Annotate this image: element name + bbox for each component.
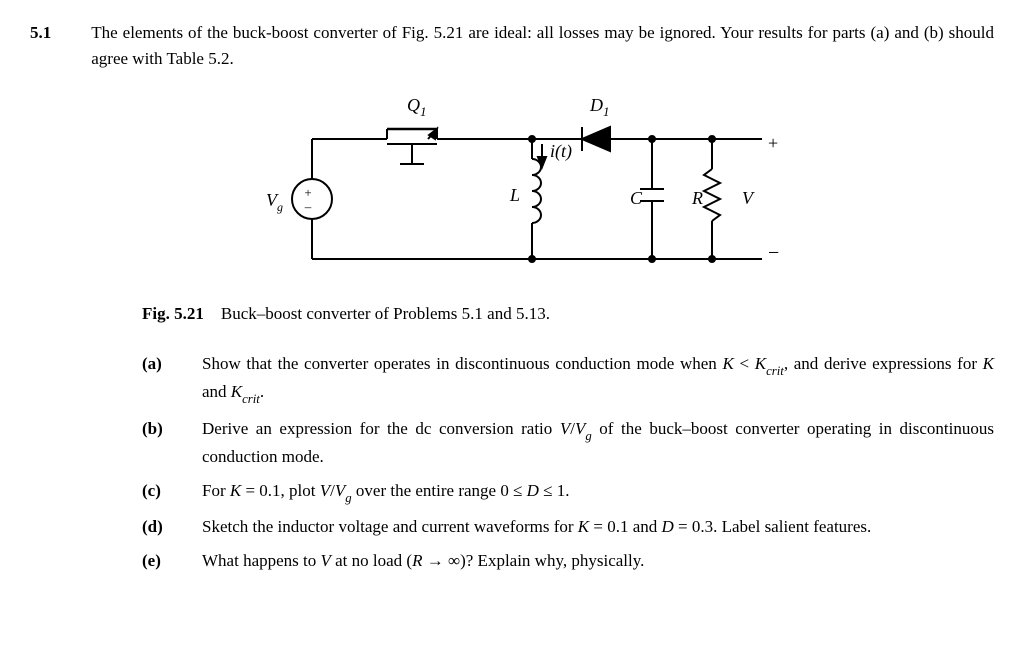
part-b-label: (b) (142, 416, 170, 470)
circuit-figure: Q1 D1 Vg + – i(t) L C R V + − (30, 89, 994, 289)
figure-caption-prefix: Fig. 5.21 (142, 304, 204, 323)
svg-text:i(t): i(t) (550, 141, 572, 162)
part-e: (e) What happens to V at no load (R → ∞)… (142, 548, 994, 574)
svg-text:–: – (304, 199, 312, 214)
part-c-label: (c) (142, 478, 170, 507)
svg-text:+: + (768, 133, 778, 153)
svg-text:L: L (509, 185, 520, 205)
svg-text:Q1: Q1 (407, 95, 427, 119)
svg-text:−: − (768, 242, 779, 264)
buck-boost-schematic: Q1 D1 Vg + – i(t) L C R V + − (232, 89, 792, 289)
problem-header: 5.1 The elements of the buck-boost conve… (30, 20, 994, 71)
part-a-text: Show that the converter operates in disc… (202, 351, 994, 408)
part-c-text: For K = 0.1, plot V/Vg over the entire r… (202, 478, 994, 507)
svg-text:D1: D1 (589, 95, 610, 119)
part-b-text: Derive an expression for the dc conversi… (202, 416, 994, 470)
part-e-text: What happens to V at no load (R → ∞)? Ex… (202, 548, 994, 574)
svg-text:R: R (691, 188, 703, 208)
figure-caption: Fig. 5.21 Buck–boost converter of Proble… (142, 301, 994, 327)
problem-intro: The elements of the buck-boost converter… (91, 20, 994, 71)
svg-text:Vg: Vg (266, 190, 283, 214)
problem-number: 5.1 (30, 20, 51, 46)
part-d: (d) Sketch the inductor voltage and curr… (142, 514, 994, 540)
part-e-label: (e) (142, 548, 170, 574)
part-c: (c) For K = 0.1, plot V/Vg over the enti… (142, 478, 994, 507)
svg-text:V: V (742, 188, 755, 208)
part-b: (b) Derive an expression for the dc conv… (142, 416, 994, 470)
svg-text:C: C (630, 188, 643, 208)
figure-caption-text: Buck–boost converter of Problems 5.1 and… (221, 304, 550, 323)
problem-parts: (a) Show that the converter operates in … (142, 351, 994, 574)
part-a-label: (a) (142, 351, 170, 408)
part-d-text: Sketch the inductor voltage and current … (202, 514, 994, 540)
part-d-label: (d) (142, 514, 170, 540)
svg-text:+: + (304, 185, 311, 200)
part-a: (a) Show that the converter operates in … (142, 351, 994, 408)
